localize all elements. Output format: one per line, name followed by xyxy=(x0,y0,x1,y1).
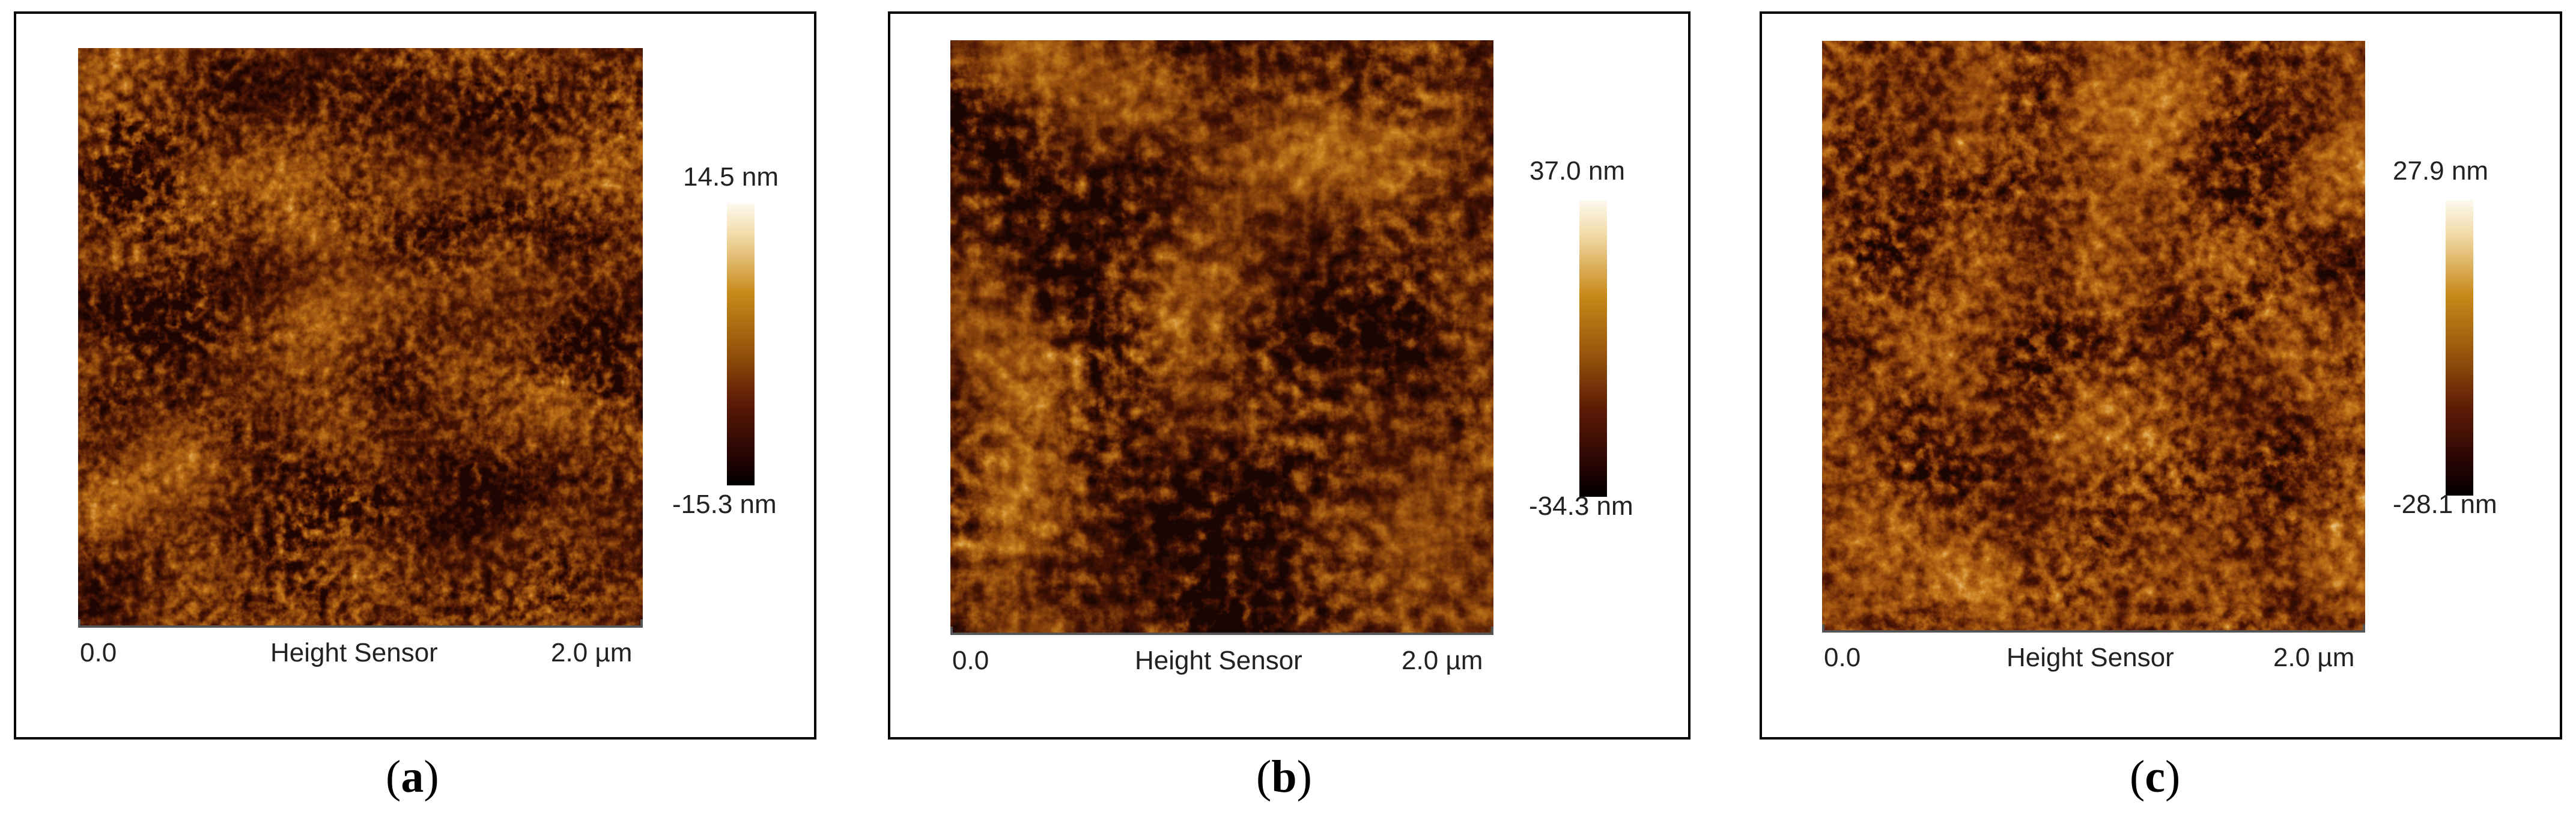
caption-close-paren: ) xyxy=(2165,752,2181,802)
panel-caption-b: (b) xyxy=(1256,754,1312,800)
colorbar-min-label: -28.1 nm xyxy=(2393,490,2497,519)
caption-open-paren: ( xyxy=(1256,752,1272,802)
colorbar-max-label: 27.9 nm xyxy=(2393,156,2488,186)
height-colorbar xyxy=(2446,200,2473,496)
axis-min-label: 0.0 xyxy=(1824,643,1861,672)
axis-min-label: 0.0 xyxy=(952,646,989,675)
panel-caption-a: (a) xyxy=(386,754,439,800)
afm-height-image-c xyxy=(1822,41,2365,631)
axis-min-label: 0.0 xyxy=(80,638,117,667)
caption-close-paren: ) xyxy=(424,752,439,802)
channel-label: Height Sensor xyxy=(1135,646,1302,675)
axis-max-label: 2.0 µm xyxy=(2273,643,2355,672)
caption-open-paren: ( xyxy=(2130,752,2145,802)
height-colorbar xyxy=(727,203,755,485)
afm-height-image-b xyxy=(950,40,1493,634)
channel-label: Height Sensor xyxy=(270,638,438,667)
axis-max-label: 2.0 µm xyxy=(1402,646,1483,675)
caption-close-paren: ) xyxy=(1296,752,1312,802)
afm-panel-b: 0.0 Height Sensor 2.0 µm 37.0 nm -34.3 n… xyxy=(888,11,1690,740)
afm-height-image-a xyxy=(78,48,643,627)
afm-panel-c: 0.0 Height Sensor 2.0 µm 27.9 nm -28.1 n… xyxy=(1760,11,2562,740)
colorbar-min-label: -34.3 nm xyxy=(1529,491,1633,521)
caption-letter: c xyxy=(2145,752,2166,802)
colorbar-max-label: 14.5 nm xyxy=(683,162,779,192)
panel-caption-c: (c) xyxy=(2130,754,2180,800)
afm-panel-a: 0.0 Height Sensor 2.0 µm 14.5 nm -15.3 n… xyxy=(14,11,816,740)
caption-letter: a xyxy=(401,752,424,802)
scan-scale-bar xyxy=(1822,624,2365,633)
channel-label: Height Sensor xyxy=(2006,643,2174,672)
colorbar-min-label: -15.3 nm xyxy=(672,491,777,518)
height-colorbar xyxy=(1579,200,1607,497)
colorbar-max-label: 37.0 nm xyxy=(1530,156,1625,186)
caption-letter: b xyxy=(1271,752,1297,802)
scan-scale-bar xyxy=(950,627,1493,635)
scan-scale-bar xyxy=(78,619,643,628)
axis-max-label: 2.0 µm xyxy=(551,638,633,667)
caption-open-paren: ( xyxy=(386,752,401,802)
